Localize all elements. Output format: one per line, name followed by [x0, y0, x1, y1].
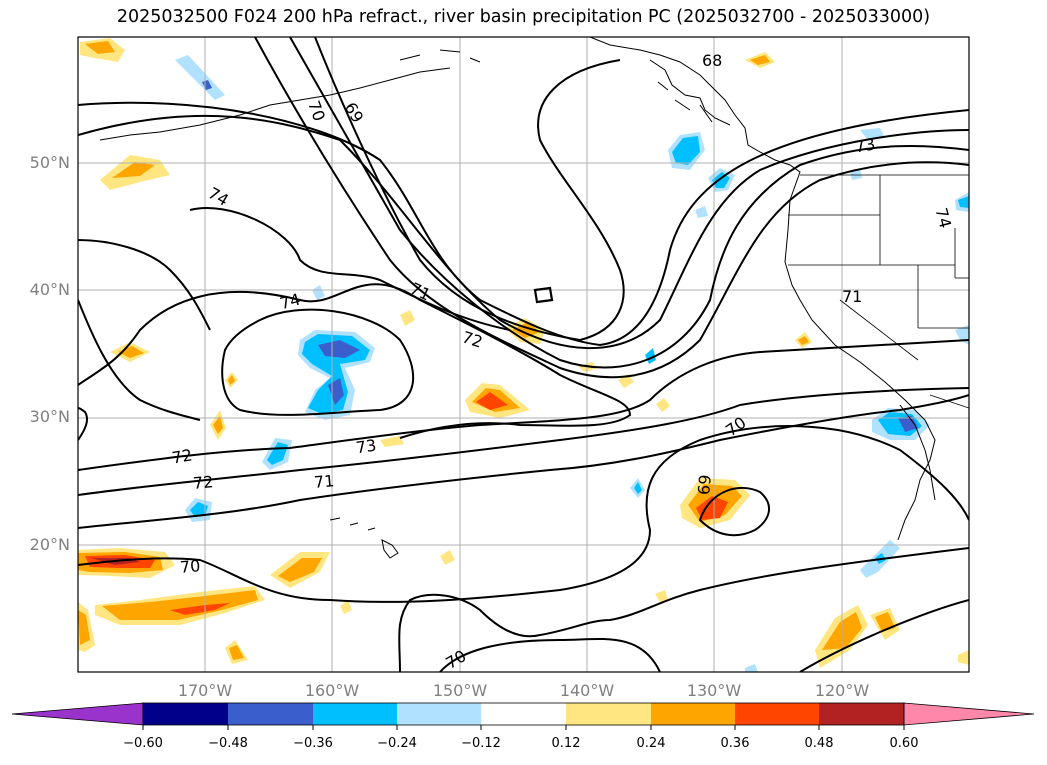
colorbar-tick-label: −0.60 — [123, 736, 163, 751]
colorbar-bin — [397, 703, 481, 725]
colorbar-tick-label: 0.24 — [636, 736, 666, 751]
precip-positive-shading — [78, 38, 969, 668]
colorbar-extend-low — [11, 702, 144, 726]
colorbar-bin — [481, 703, 566, 725]
colorbar-tick-label: 0.12 — [551, 736, 581, 751]
colorbar-bin — [313, 703, 397, 725]
lon-label-150w: 150°W — [432, 681, 488, 700]
contour-label: 74 — [931, 206, 955, 231]
contour-label: 71 — [313, 471, 335, 492]
contour-label: 74 — [278, 290, 303, 314]
colorbar-tick-label: −0.48 — [208, 736, 248, 751]
lon-label-140w: 140°W — [559, 681, 615, 700]
contour-label: 71 — [842, 287, 862, 306]
colorbar-bin — [228, 703, 313, 725]
lon-label-130w: 130°W — [686, 681, 742, 700]
lon-label-160w: 160°W — [304, 681, 360, 700]
colorbar-bin — [819, 703, 904, 725]
colorbar-tick-label: −0.36 — [293, 736, 333, 751]
colorbar-tick-label: 0.36 — [720, 736, 750, 751]
colorbar-tick-label: 0.60 — [889, 736, 919, 751]
precip-negative-shading — [175, 55, 969, 672]
contour-label: 73 — [853, 134, 876, 156]
plot-frame — [77, 36, 970, 673]
lon-label-120w: 120°W — [814, 681, 870, 700]
lat-label-30n: 30°N — [29, 407, 70, 426]
colorbar-extend-high — [903, 702, 1035, 726]
lat-label-50n: 50°N — [29, 153, 70, 172]
colorbar-bin — [735, 703, 819, 725]
map-title: 2025032500 F024 200 hPa refract., river … — [116, 7, 931, 27]
contour-label: 73 — [355, 436, 378, 458]
contour-label: 72 — [192, 472, 214, 493]
colorbar-tick-label: −0.12 — [461, 736, 501, 751]
colorbar-tick-label: −0.24 — [377, 736, 417, 751]
lon-label-170w: 170°W — [177, 681, 233, 700]
political-borders — [788, 174, 969, 409]
contour-label: 70 — [179, 556, 201, 577]
colorbar — [11, 702, 1035, 730]
lat-label-20n: 20°N — [29, 535, 70, 554]
contour-label: 72 — [170, 445, 193, 467]
colorbar-bin — [143, 703, 228, 725]
colorbar-bin — [566, 703, 651, 725]
refractivity-contours — [78, 37, 969, 672]
colorbar-bin — [651, 703, 735, 725]
colorbar-tick-label: 0.48 — [804, 736, 834, 751]
contour-label: 68 — [702, 51, 722, 70]
contour-label: 69 — [694, 474, 715, 496]
graticule — [78, 37, 969, 672]
lat-label-40n: 40°N — [29, 280, 70, 299]
